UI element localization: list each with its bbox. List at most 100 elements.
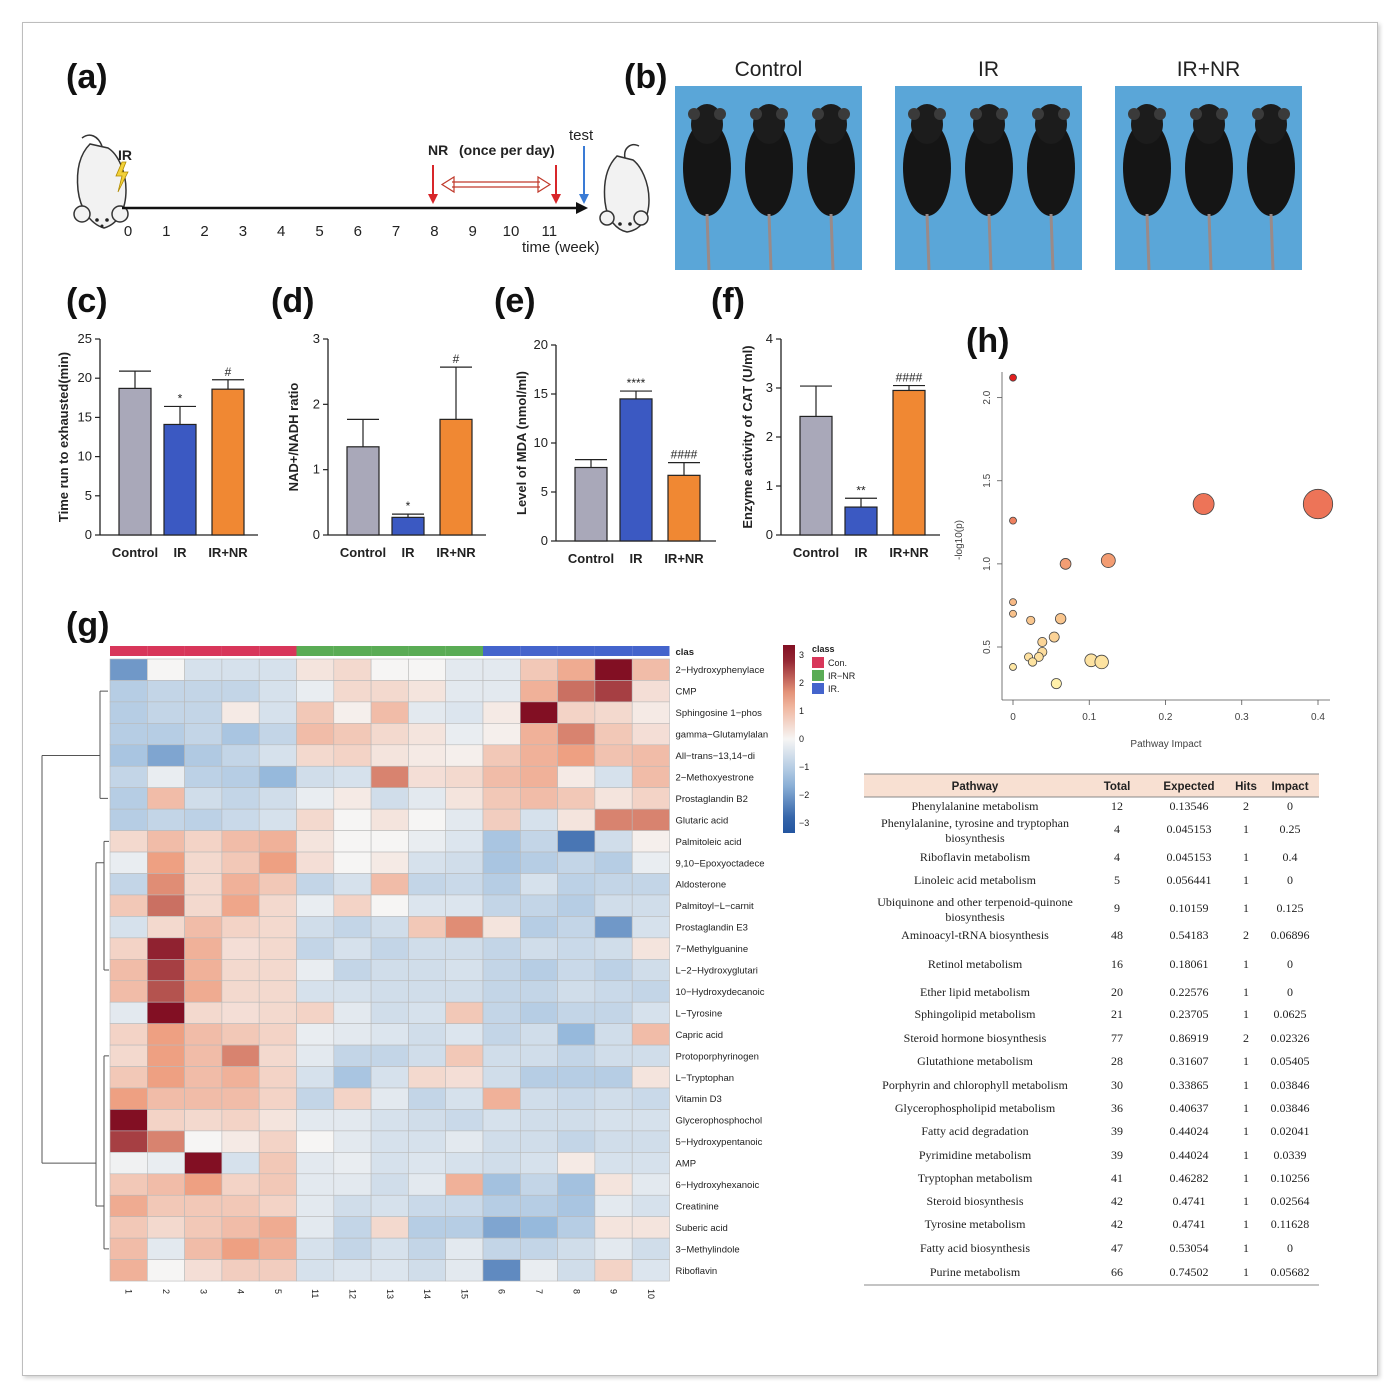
heatmap-cell <box>445 808 484 831</box>
heatmap-cell <box>333 851 372 874</box>
heatmap-cell <box>147 958 185 982</box>
heatmap-cell <box>370 1173 409 1196</box>
table-cell: 0.05682 <box>1271 1265 1310 1279</box>
heatmap-cell <box>370 1001 409 1024</box>
table-cell: 0.33865 <box>1170 1078 1209 1092</box>
heatmap-cell <box>258 830 297 853</box>
heatmap-cell <box>557 1173 596 1196</box>
table-cell: 9 <box>1114 901 1120 915</box>
table-cell: 16 <box>1111 957 1123 971</box>
heatmap-cell <box>147 787 185 810</box>
column-label: 7 <box>534 1289 544 1294</box>
heatmap-cell <box>519 937 558 960</box>
y-tick-label: 4 <box>766 331 773 346</box>
table-cell-pathway: Glutathione metabolism <box>917 1054 1033 1068</box>
heatmap-cell <box>184 701 223 724</box>
heatmap-cell <box>631 787 670 810</box>
heatmap-cell <box>296 1237 335 1260</box>
table-cell: 0.31607 <box>1170 1054 1209 1068</box>
row-label: 7−Methylguanine <box>676 944 749 955</box>
significance-mark: # <box>453 352 460 366</box>
heatmap-cell <box>221 658 260 681</box>
heatmap-cell <box>519 1130 558 1153</box>
heatmap-cell <box>184 723 223 746</box>
heatmap-cell <box>557 894 596 917</box>
x-tick-label: 0.2 <box>1159 712 1173 723</box>
table-cell: 0.05405 <box>1271 1054 1310 1068</box>
heatmap-cell <box>594 1001 633 1024</box>
class-legend-label: Con. <box>828 658 847 668</box>
heatmap-cell <box>445 1109 484 1132</box>
x-tick-label: 0 <box>1010 712 1016 723</box>
table-row: Ether lipid metabolism 20 0.22576 1 0 <box>920 985 1293 999</box>
heatmap-cell <box>296 701 335 724</box>
heatmap-cell <box>631 980 670 1003</box>
table-cell: 1 <box>1243 1148 1249 1162</box>
heatmap-cell <box>333 1173 372 1196</box>
heatmap-cell <box>557 787 596 810</box>
table-cell: 0.4 <box>1283 850 1298 864</box>
table-cell: 0.0625 <box>1274 1007 1307 1021</box>
table-cell: 0.056441 <box>1167 873 1212 887</box>
heatmap-cell <box>184 873 223 896</box>
table-row: Phenylalanine metabolism 12 0.13546 2 0 <box>912 799 1293 813</box>
pathway-bubble-plot: 0 0.1 0.2 0.3 0.4 0.5 1.0 1.5 2.0 Pathway Impact -… <box>954 372 1334 750</box>
heatmap-cell <box>258 1087 297 1110</box>
heatmap-cell <box>519 1216 558 1239</box>
heatmap-cell <box>631 916 670 939</box>
row-label: Prostaglandin E3 <box>676 923 748 934</box>
heatmap-cell <box>408 808 446 831</box>
table-cell: 42 <box>1111 1217 1123 1231</box>
heatmap-cell <box>519 916 558 939</box>
heatmap-cell <box>408 873 446 896</box>
test-arrow <box>579 146 589 204</box>
heatmap-cell <box>594 701 633 724</box>
heatmap-cell <box>557 1259 596 1282</box>
class-bar-cell <box>594 646 633 656</box>
nr-note: (once per day) <box>459 142 555 158</box>
heatmap-cell <box>296 1194 335 1218</box>
heatmap-cell <box>594 1130 633 1153</box>
heatmap-cell <box>631 1259 670 1282</box>
heatmap-cell <box>184 787 223 810</box>
table-cell: 0.40637 <box>1170 1101 1209 1115</box>
heatmap-cell <box>109 916 148 939</box>
table-cell: 0.10159 <box>1170 901 1209 915</box>
heatmap-cell <box>370 1216 409 1239</box>
heatmap-cell <box>482 1087 521 1110</box>
heatmap-cell <box>370 1044 409 1067</box>
heatmap-cell <box>557 851 596 874</box>
heatmap-cell <box>370 1023 409 1046</box>
table-cell-pathway: Phenylalanine metabolism <box>912 799 1040 813</box>
row-label: Palmitoleic acid <box>676 837 742 848</box>
class-bar-cell <box>408 646 446 656</box>
table-cell: 0.86919 <box>1170 1031 1209 1045</box>
heatmap-cell <box>184 1001 223 1024</box>
heatmap-cell <box>445 1066 484 1089</box>
mouse-silhouette-icon <box>1247 104 1295 271</box>
table-cell-pathway: Pyrimidine metabolism <box>919 1148 1032 1162</box>
heatmap-cell <box>519 1023 558 1046</box>
table-cell: 0.46282 <box>1170 1171 1209 1185</box>
row-label: Vitamin D3 <box>676 1094 722 1105</box>
heatmap-cell <box>258 765 297 789</box>
y-tick-label: 1 <box>313 462 320 477</box>
panel-label-b: (b) <box>624 58 667 96</box>
heatmap-cell <box>408 1001 446 1024</box>
heatmap-cell <box>333 1001 372 1024</box>
table-cell: 1 <box>1243 873 1249 887</box>
heatmap-cell <box>109 873 148 896</box>
heatmap-cell <box>333 980 372 1003</box>
heatmap-cell <box>221 916 260 939</box>
bubble-point <box>1009 516 1017 525</box>
heatmap-cell <box>184 1044 223 1067</box>
heatmap-cell <box>147 851 185 874</box>
class-legend-label: IR. <box>828 684 840 694</box>
heatmap-cell <box>482 958 521 982</box>
table-cell-pathway: Sphingolipid metabolism <box>914 1007 1036 1021</box>
heatmap-cell <box>370 1152 409 1175</box>
nr-end-arrow <box>551 165 561 204</box>
heatmap-cell <box>594 680 633 703</box>
heatmap-cell <box>184 1259 223 1282</box>
